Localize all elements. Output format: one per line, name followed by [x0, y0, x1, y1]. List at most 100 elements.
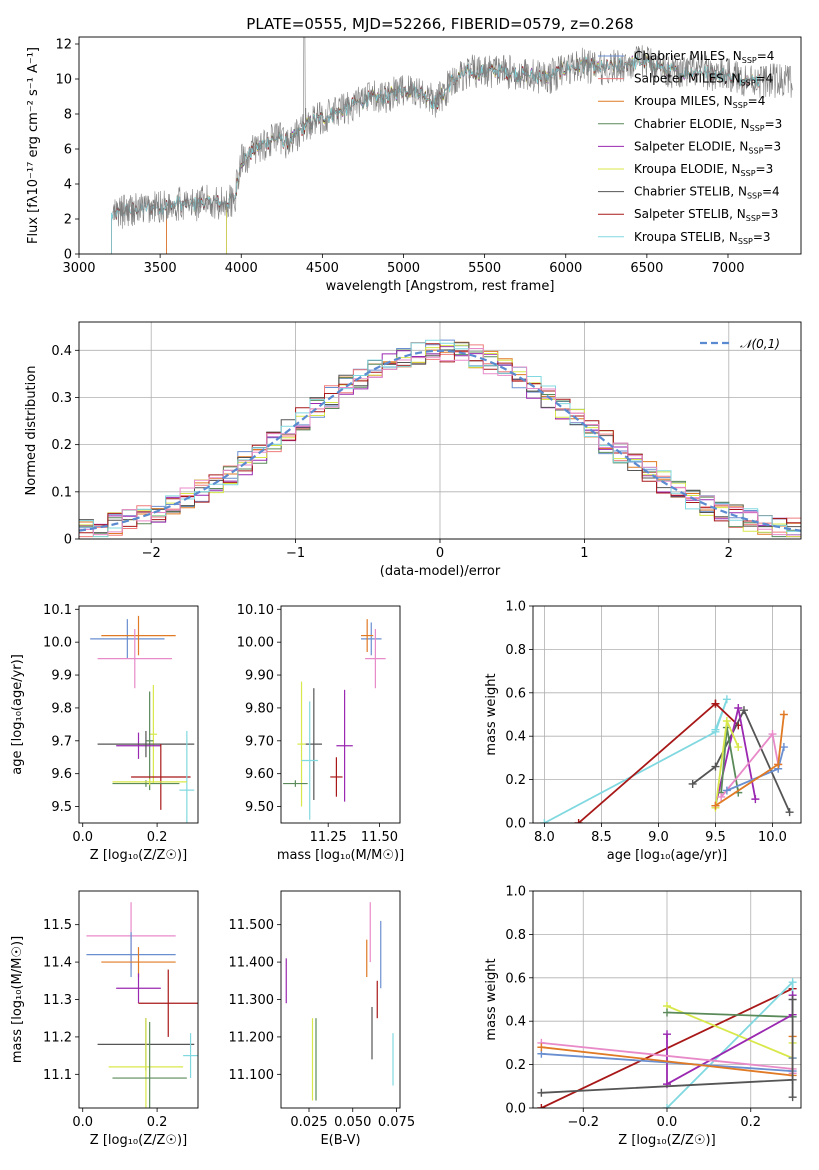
- weight-series: [663, 1002, 797, 1063]
- y-tick-label: 0.1: [51, 485, 72, 500]
- error-point: [112, 1021, 187, 1108]
- legend-label: 𝒩(0,1): [740, 337, 780, 351]
- y-tick-label: 9.9: [51, 669, 72, 684]
- x-axis-label: mass [log₁₀(M/M☉)]: [277, 848, 404, 863]
- gaussian-curve: [79, 349, 801, 532]
- x-axis-label: E(B-V): [320, 1133, 360, 1148]
- x-tick-label: 4000: [225, 261, 258, 276]
- error-point: [131, 744, 191, 810]
- y-axis-label: age [log₁₀(age/yr)]: [10, 654, 25, 775]
- weight-marker: [734, 743, 743, 752]
- y-tick-label: 9.50: [245, 800, 274, 815]
- x-tick-label: 0.050: [334, 1115, 371, 1130]
- data-spectrum: [112, 37, 793, 229]
- x-tick-label: 6000: [549, 261, 582, 276]
- y-tick-label: 11.200: [229, 1030, 275, 1045]
- weight-marker: [722, 786, 731, 795]
- axes-mw_vs_Z: −0.2 0.0 0.2 0.0 0.2 0.4 0.6 0.8 1.0 Z [log₁₀(Z/Z…: [484, 885, 802, 1148]
- y-axis-label: Flux [fλ10⁻¹⁷ erg cm⁻² s⁻¹ A⁻¹]: [26, 47, 41, 244]
- legend-label: Chabrier STELIB, NSSP=4: [634, 185, 780, 201]
- weight-marker: [788, 995, 797, 1004]
- y-tick-label: 9.60: [245, 767, 274, 782]
- y-tick-label: 1.0: [505, 600, 526, 615]
- y-axis-label: mass [log₁₀(M/M☉)]: [10, 936, 25, 1063]
- axes-age_vs_mass: 11.25 11.50 9.50 9.60 9.70 9.80 9.90 10.00 10.10…: [237, 603, 404, 863]
- x-tick-label: 5500: [468, 261, 501, 276]
- y-tick-label: 11.300: [229, 993, 275, 1008]
- axes-residuals: −2 −1 0 1 2 0 0.1 0.2 0.3 0.4 (data-model)/error No…: [24, 321, 802, 579]
- error-point: [108, 1018, 184, 1108]
- y-tick-label: 10: [55, 73, 72, 88]
- legend-label: Salpeter ELODIE, NSSP=3: [634, 139, 781, 155]
- y-tick-label: 0.0: [505, 1102, 526, 1117]
- y-tick-label: 6: [64, 143, 72, 158]
- weight-marker: [751, 795, 760, 804]
- model-line: [111, 54, 761, 254]
- error-point: [283, 780, 308, 787]
- x-tick-label: 0.0: [72, 830, 93, 845]
- weight-line: [578, 702, 739, 823]
- x-tick-label: −0.2: [567, 1115, 599, 1130]
- spectrum-title: PLATE=0555, MJD=52266, FIBERID=0579, z=0…: [246, 15, 633, 33]
- y-tick-label: 12: [55, 38, 72, 53]
- error-point: [138, 969, 198, 1037]
- x-tick-label: 3500: [144, 261, 177, 276]
- y-tick-label: 2: [64, 213, 72, 228]
- y-tick-label: 0.2: [505, 1058, 526, 1073]
- weight-marker: [788, 978, 797, 987]
- y-axis-label: Normed distribution: [24, 366, 39, 496]
- y-tick-label: 1.0: [505, 885, 526, 900]
- y-tick-label: 9.90: [245, 669, 274, 684]
- x-tick-label: 2: [725, 546, 733, 561]
- plot-frame: [280, 605, 401, 824]
- x-tick-label: 8.0: [534, 830, 555, 845]
- y-tick-label: 0.2: [51, 438, 72, 453]
- legend-label: Chabrier MILES, NSSP=4: [634, 49, 774, 65]
- x-tick-label: 8.5: [591, 830, 612, 845]
- weight-marker: [734, 703, 743, 712]
- plot-frame: [78, 605, 199, 824]
- y-tick-label: 0.6: [505, 971, 526, 986]
- weight-line: [541, 999, 794, 1098]
- error-point: [365, 629, 386, 689]
- residual-histogram: [79, 348, 801, 536]
- weight-marker: [663, 1104, 671, 1108]
- x-tick-label: 9.5: [705, 830, 726, 845]
- error-point: [112, 778, 187, 786]
- error-point: [301, 701, 318, 820]
- axes-age_vs_Z: 0.0 0.2 9.5 9.6 9.7 9.8 9.9 10.0 10.1 Z [log₁₀(Z/…: [10, 603, 199, 863]
- x-axis-label: Z [log₁₀(Z/Z☉)]: [618, 1133, 715, 1148]
- x-tick-label: −2: [142, 546, 161, 561]
- error-point: [101, 947, 176, 978]
- error-point: [90, 619, 165, 659]
- weight-marker: [537, 1043, 546, 1052]
- error-point: [336, 689, 353, 802]
- weight-marker: [711, 801, 720, 810]
- weight-marker: [785, 808, 794, 817]
- error-point: [97, 629, 172, 689]
- x-tick-label: 0.2: [740, 1115, 761, 1130]
- x-tick-label: 3000: [62, 261, 95, 276]
- weight-marker: [574, 819, 583, 823]
- weight-series: [537, 995, 797, 1102]
- plot-frame: [78, 321, 802, 540]
- spectrum-legend: Chabrier MILES, NSSP=4 Salpeter MILES, NS…: [598, 49, 782, 246]
- plot-frame: [78, 890, 199, 1109]
- y-tick-label: 10.10: [237, 603, 274, 618]
- error-point: [97, 730, 195, 758]
- y-tick-label: 0.4: [505, 730, 526, 745]
- error-point: [330, 757, 343, 797]
- y-tick-label: 4: [64, 178, 72, 193]
- y-tick-label: 0.4: [505, 1015, 526, 1030]
- y-tick-label: 10.0: [43, 636, 72, 651]
- weight-marker: [540, 819, 549, 823]
- y-tick-label: 9.6: [51, 767, 72, 782]
- x-tick-label: 0.025: [290, 1115, 327, 1130]
- x-tick-label: 5000: [387, 261, 420, 276]
- axes-mass_vs_ebv: 0.025 0.050 0.075 11.100 11.200 11.300 11.400 1…: [229, 890, 415, 1148]
- y-tick-label: 11.2: [43, 1030, 72, 1045]
- error-point: [179, 730, 195, 823]
- weight-marker: [768, 730, 777, 739]
- error-point: [86, 932, 176, 978]
- weight-marker: [722, 695, 731, 704]
